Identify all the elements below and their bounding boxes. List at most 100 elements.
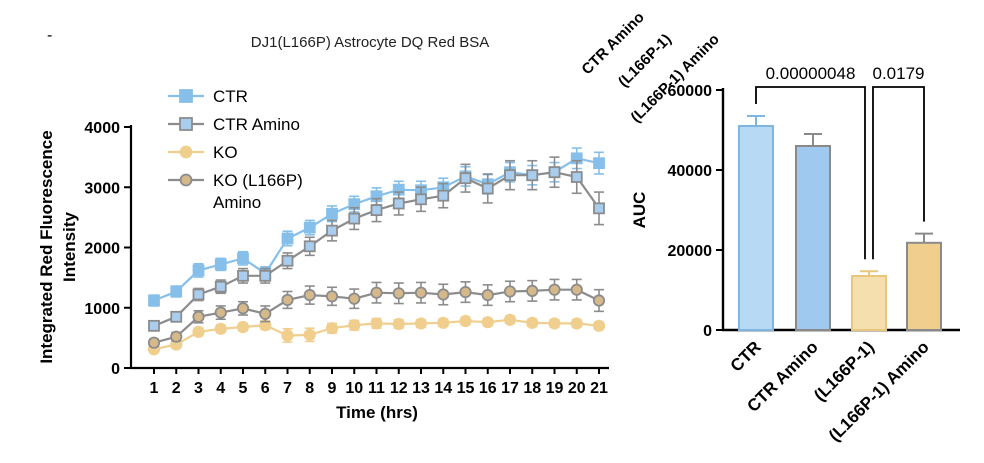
data-point [237, 269, 249, 282]
line-chart-x-tick-label: 12 [390, 380, 408, 397]
legend-label: CTR Amino [213, 115, 300, 134]
line-chart-title: DJ1(L166P) Astrocyte DQ Red BSA [251, 34, 489, 51]
data-point [503, 285, 517, 298]
data-point [348, 212, 361, 225]
line-chart-x-tick-label: 16 [479, 380, 497, 397]
data-point [570, 171, 583, 183]
line-chart-x-ticks: 1 2 3 4 5 6 7 8 9 10 11 12 13 14 15 16 17 18 19 20 21 [150, 368, 608, 397]
bar-chart-annotations: 0.00000048 0.0179 [755, 64, 925, 260]
data-point [348, 319, 361, 332]
line-chart-x-tick-label: 15 [457, 380, 475, 397]
line-chart-x-tick-label: 5 [239, 380, 248, 397]
data-point [570, 283, 583, 296]
bar-2 [851, 275, 887, 331]
line-chart-ylabel-line-2: Intensity [60, 212, 79, 282]
data-point [370, 204, 383, 217]
line-chart-x-tick-label: 11 [368, 380, 385, 397]
legend-label: KO [213, 143, 238, 162]
data-point [147, 336, 161, 349]
line-chart-x-tick-label: 13 [412, 380, 430, 397]
bar-chart-y-tick-label: 20000 [668, 243, 713, 260]
line-chart-x-tick-label: 21 [590, 380, 608, 397]
series-3 [147, 278, 606, 349]
line-chart-x-tick-label: 4 [216, 380, 225, 397]
data-point [281, 254, 294, 267]
data-point [236, 302, 250, 315]
data-point [437, 189, 450, 202]
legend-item-1: CTR Amino [168, 115, 300, 134]
data-point [548, 166, 561, 179]
data-point [548, 317, 561, 330]
data-point [303, 240, 316, 253]
data-point [192, 264, 205, 277]
legend-item-3: KO (L166P) Amino [168, 171, 303, 212]
data-point [526, 316, 539, 329]
line-chart: DJ1(L166P) Astrocyte DQ Red BSA Integrat… [37, 34, 609, 422]
data-point [370, 286, 383, 299]
data-point [170, 310, 183, 323]
line-chart-series [147, 147, 606, 356]
data-point [214, 280, 227, 293]
line-chart-y-tick-label: 1000 [84, 301, 120, 318]
line-chart-x-tick-label: 2 [172, 380, 181, 397]
line-chart-x-tick-label: 9 [328, 380, 337, 397]
data-point [481, 288, 494, 302]
data-point [414, 286, 428, 299]
legend-label: CTR [213, 87, 248, 106]
bar-category-label: (L166P-1) Amino [825, 337, 933, 445]
data-point [259, 307, 272, 320]
line-chart-y-tick-label: 0 [111, 361, 120, 378]
data-point [281, 329, 294, 342]
data-point [214, 322, 227, 335]
p-value-label: 0.0179 [873, 64, 925, 83]
data-point [570, 317, 583, 330]
data-point [326, 207, 338, 220]
bracket-line [755, 86, 866, 260]
data-point [192, 288, 205, 301]
line-chart-y-tick-label: 3000 [84, 180, 120, 197]
line-chart-x-tick-label: 20 [568, 380, 586, 397]
data-point [192, 325, 205, 338]
line-chart-legend: CTR CTR Amino KO KO (L166P) Amino [168, 87, 303, 212]
data-point [415, 193, 427, 206]
data-point [592, 294, 606, 307]
data-point [548, 283, 561, 296]
legend-label: KO (L166P) [213, 171, 303, 190]
line-chart-y-tick-label: 2000 [84, 241, 120, 258]
line-chart-ylabel-line-1: Integrated Red Fluorescence [37, 130, 56, 363]
data-point [237, 252, 249, 265]
data-point [503, 313, 517, 326]
stray-mark: - [47, 27, 52, 44]
line-chart-x-tick-label: 1 [150, 380, 159, 397]
bar-chart-y-ticks: 0 20000 40000 60000 [668, 83, 723, 340]
legend-marker [179, 173, 193, 187]
data-point [481, 182, 494, 195]
data-point [392, 197, 405, 210]
line-chart-x-tick-label: 18 [523, 380, 541, 397]
data-point [392, 287, 405, 300]
data-point [414, 317, 428, 330]
line-chart-x-tick-label: 17 [501, 380, 519, 397]
data-point [504, 169, 516, 182]
legend-item-2: KO [168, 143, 238, 162]
data-point [592, 319, 606, 332]
clipped-label-3: (L166P-1) Amino [628, 31, 723, 126]
data-point [259, 269, 272, 282]
significance-bracket-0: 0.00000048 [755, 64, 866, 260]
line-chart-x-tick-label: 3 [194, 380, 203, 397]
bar-chart-ylabel: AUC [630, 192, 649, 229]
data-point [303, 328, 316, 341]
line-chart-x-tick-label: 7 [283, 380, 292, 397]
legend-marker [179, 89, 193, 103]
bracket-line [872, 86, 925, 260]
legend-marker [179, 145, 193, 159]
data-point [281, 232, 294, 245]
data-point [593, 202, 605, 215]
p-value-label: 0.00000048 [766, 64, 856, 83]
data-point [593, 157, 605, 170]
data-point [214, 306, 227, 319]
